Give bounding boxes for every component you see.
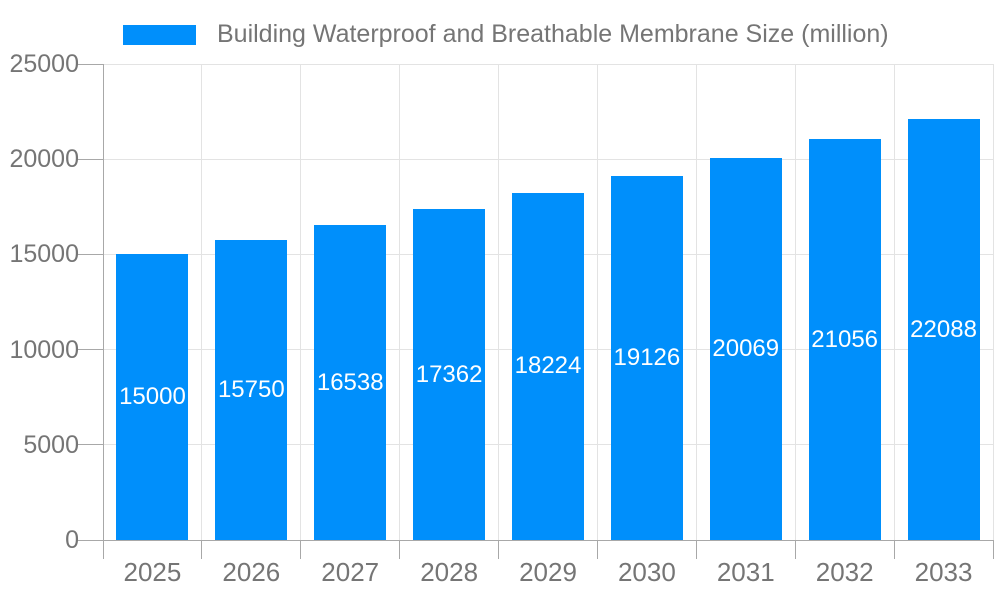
y-axis-label: 25000 <box>9 50 79 78</box>
x-axis-label: 2025 <box>123 557 182 587</box>
x-axis-label: 2033 <box>914 557 973 587</box>
bar-value-label: 16538 <box>316 368 384 396</box>
y-axis-label: 0 <box>65 526 79 554</box>
x-axis-tick <box>201 540 203 559</box>
bar-2029[interactable] <box>512 193 584 540</box>
x-axis-label: 2026 <box>222 557 281 587</box>
bar-2030[interactable] <box>610 175 683 540</box>
bar-2027[interactable] <box>314 225 387 540</box>
bar-value-label: 15750 <box>217 376 285 404</box>
x-axis-tick <box>498 540 500 559</box>
v-gridline <box>695 64 697 540</box>
x-axis-tick <box>596 540 598 559</box>
bar-value-label: 17362 <box>415 360 483 388</box>
bar-value-label: 20069 <box>712 334 780 362</box>
y-axis-tick <box>78 444 103 446</box>
y-axis-tick <box>78 539 103 541</box>
v-gridline <box>300 64 302 540</box>
x-axis-label: 2031 <box>716 557 775 587</box>
bar-2025[interactable] <box>116 254 189 540</box>
y-axis-tick <box>78 158 103 160</box>
bar-2031[interactable] <box>709 157 782 540</box>
x-axis-label: 2032 <box>815 557 874 587</box>
y-axis-tick <box>78 349 103 351</box>
x-axis-label: 2030 <box>617 557 676 587</box>
v-gridline <box>399 64 401 540</box>
x-axis-tick <box>695 540 697 559</box>
v-gridline <box>498 64 500 540</box>
bar-value-label: 22088 <box>910 315 977 343</box>
bar-value-label: 15000 <box>119 383 186 411</box>
y-axis-label: 5000 <box>23 430 79 459</box>
x-axis-tick <box>992 540 994 559</box>
x-axis-tick <box>794 540 796 559</box>
bar-2026[interactable] <box>215 240 288 540</box>
legend-label: Building Waterproof and Breathable Membr… <box>217 20 889 48</box>
x-axis-tick <box>399 540 401 559</box>
h-gridline <box>103 158 993 160</box>
v-gridline <box>596 64 598 540</box>
bar-value-label: 18224 <box>514 352 582 380</box>
x-axis-label: 2029 <box>519 557 577 587</box>
v-gridline <box>992 64 994 540</box>
x-axis-label: 2028 <box>420 557 479 587</box>
y-axis-label: 15000 <box>9 240 79 269</box>
y-axis-label: 10000 <box>9 335 79 364</box>
x-axis-label: 2027 <box>321 557 380 587</box>
bar-2033[interactable] <box>907 119 980 540</box>
x-axis-line <box>103 539 993 541</box>
y-axis-line <box>102 64 104 540</box>
bar-2028[interactable] <box>413 209 486 540</box>
x-axis-tick <box>893 540 895 559</box>
h-gridline <box>103 63 993 65</box>
v-gridline <box>893 64 895 540</box>
v-gridline <box>794 64 796 540</box>
y-axis-tick <box>78 253 103 255</box>
y-axis-tick <box>78 63 103 65</box>
legend-swatch <box>123 24 196 45</box>
legend-item[interactable]: Building Waterproof and Breathable Membr… <box>123 22 889 47</box>
x-axis-tick <box>102 540 104 559</box>
y-axis-label: 20000 <box>9 145 79 174</box>
bar-2032[interactable] <box>808 139 881 540</box>
bar-value-label: 21056 <box>811 325 879 353</box>
bar-value-label: 19126 <box>613 343 681 371</box>
x-axis-tick <box>300 540 302 559</box>
v-gridline <box>201 64 203 540</box>
